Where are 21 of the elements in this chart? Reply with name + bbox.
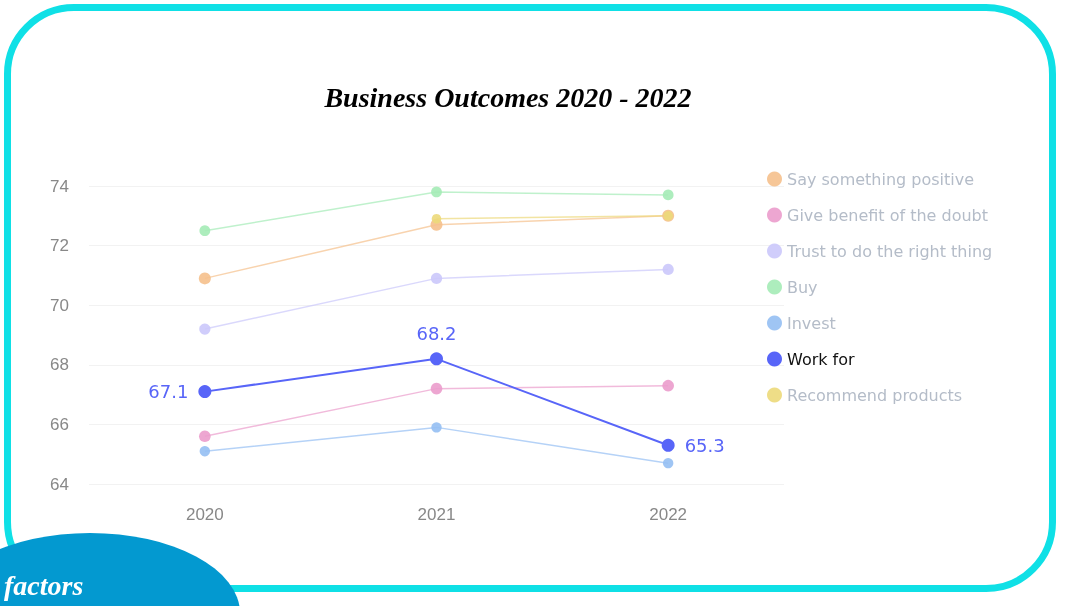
chart-title: Business Outcomes 2020 - 2022 <box>323 81 692 113</box>
data-label: 67.1 <box>148 381 189 403</box>
y-tick-label: 66 <box>50 414 69 434</box>
data-label: 65.3 <box>684 434 725 456</box>
legend-label: Recommend products <box>787 385 963 405</box>
text: factors <box>4 570 84 602</box>
x-tick-label: 2020 <box>185 505 224 524</box>
x-tick-label: 2022 <box>649 505 688 524</box>
y-tick-label: 64 <box>50 474 69 494</box>
y-tick-label: 72 <box>50 236 69 256</box>
legend-label: Work for <box>787 349 856 369</box>
data-label: 68.2 <box>416 322 457 344</box>
legend-label: Trust to do the right thing <box>786 241 993 261</box>
y-tick-label: 70 <box>50 295 69 315</box>
legend-label: Invest <box>787 313 836 333</box>
y-tick-label: 68 <box>50 355 69 375</box>
legend-label: Give benefit of the doubt <box>787 205 989 225</box>
y-tick-label: 74 <box>50 176 69 196</box>
legend-label: Say something positive <box>787 169 975 189</box>
legend-label: Buy <box>787 277 818 297</box>
x-tick-label: 2021 <box>417 505 456 524</box>
